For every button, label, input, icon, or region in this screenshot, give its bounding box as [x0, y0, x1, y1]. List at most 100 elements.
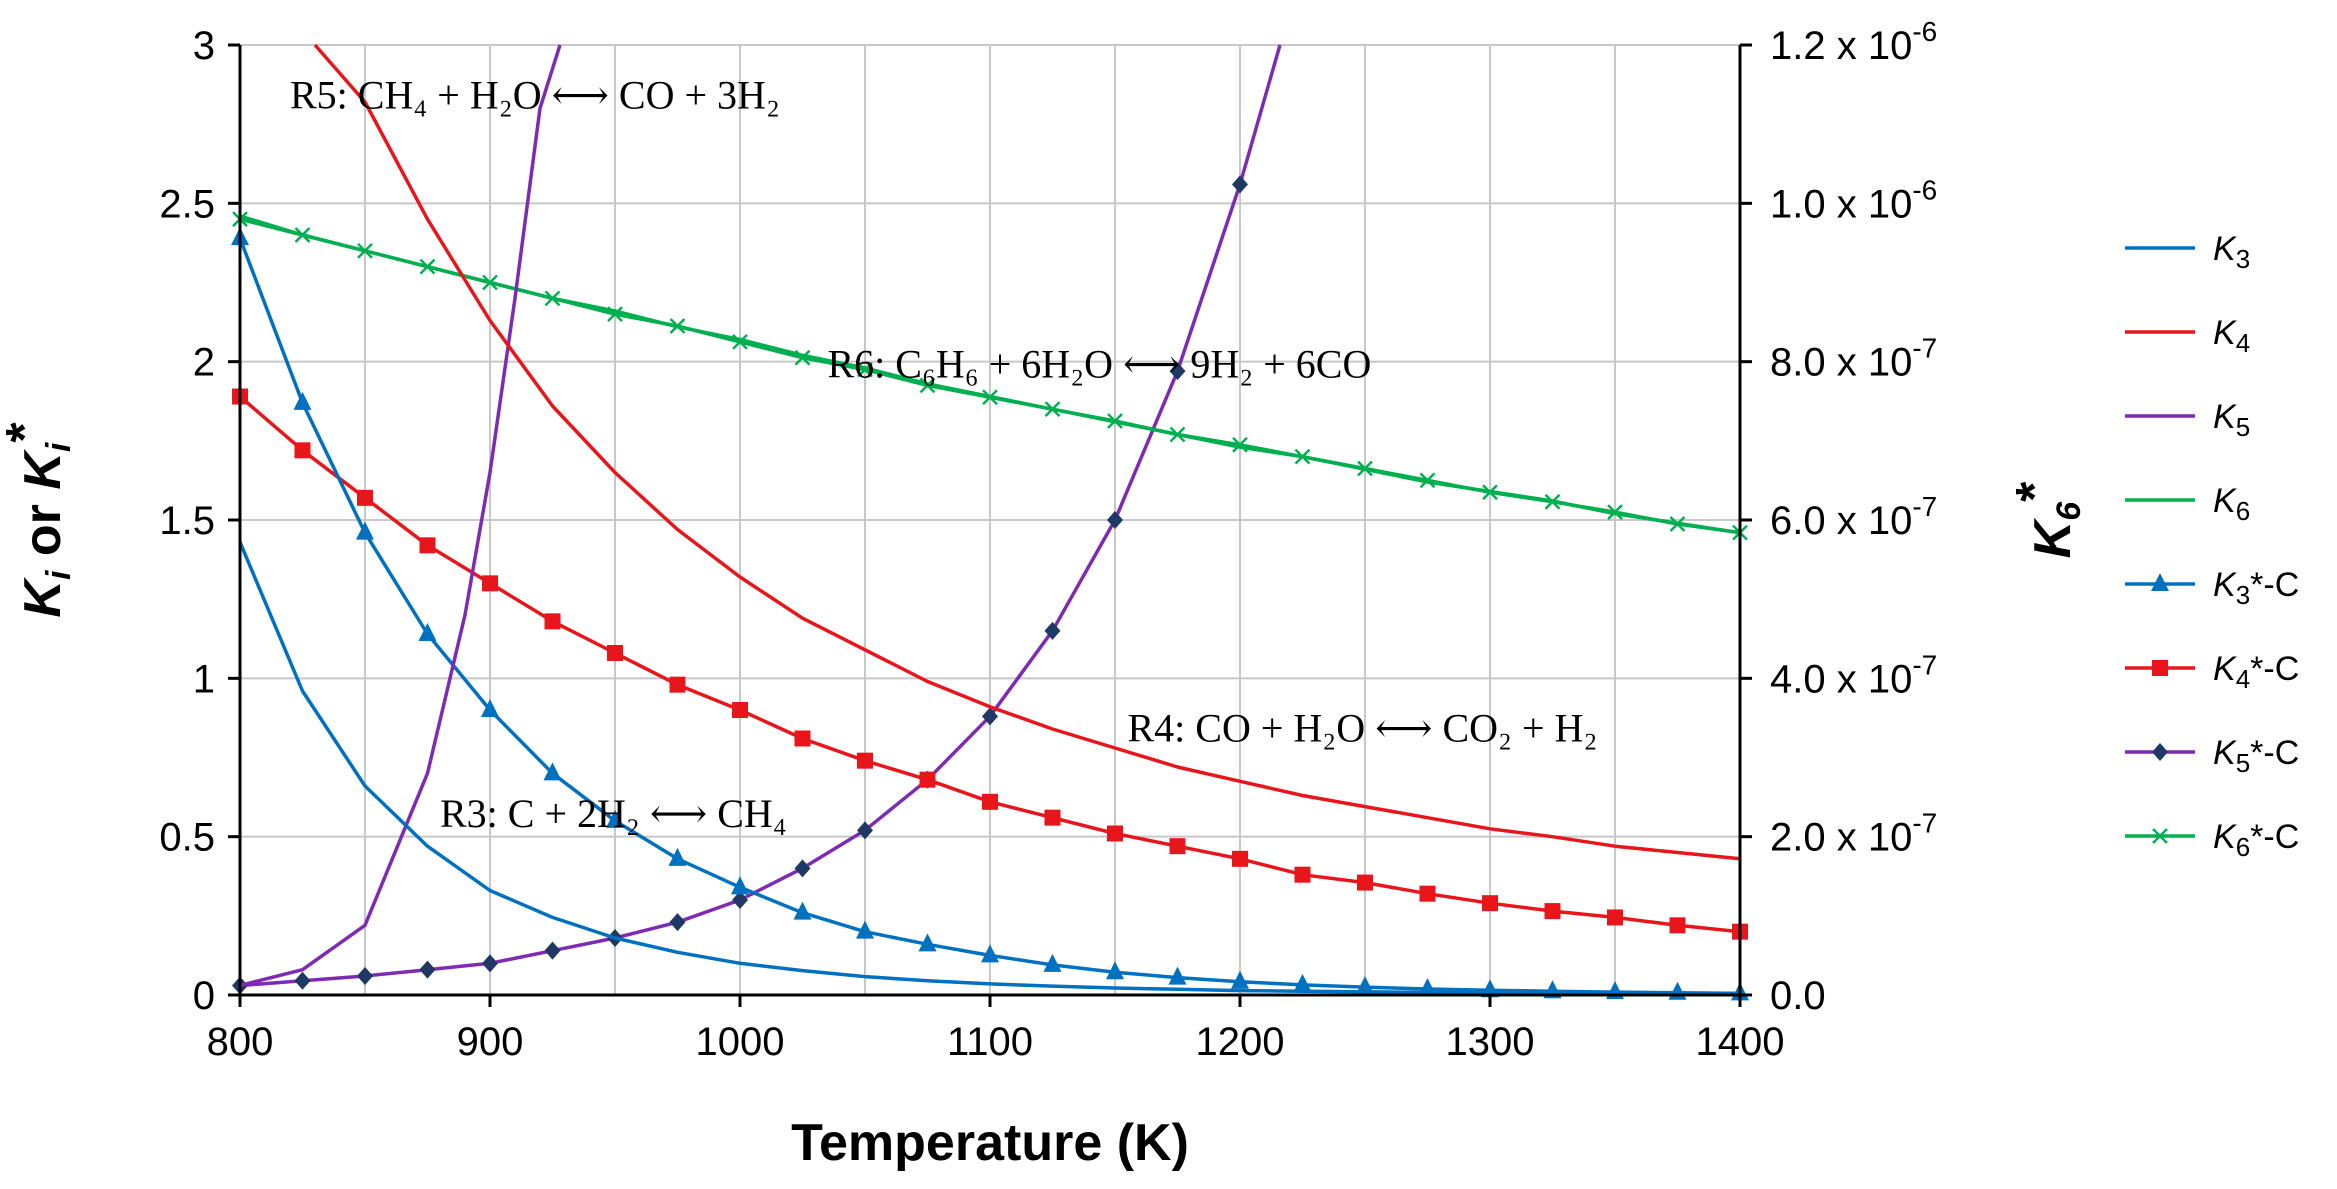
data-point-k5star-c: [1107, 511, 1123, 529]
annotation-r6: R6: C₆H₆ + 6H₂O ⟷ 9H₂ + 6CO: [828, 342, 1372, 387]
legend: K3 K4 K5 K6 K3*-C K4*-C K5*-C K6*-C: [2125, 230, 2299, 862]
series-line-k5star-c: [239, 44, 1282, 988]
data-point-k5star-c: [1044, 621, 1061, 640]
data-point-k3star-c: [418, 623, 437, 641]
y-tick-label: 3: [193, 24, 215, 68]
data-point-k3star-c: [1668, 981, 1687, 1000]
y2-axis-title: K6*: [2006, 481, 2088, 558]
data-point-k4star-c: [1294, 866, 1311, 883]
data-point-k4star-c: [419, 537, 436, 554]
data-point-k4star-c: [982, 793, 998, 810]
legend-item-k3: K3: [2125, 230, 2250, 274]
data-point-k4star-c: [1044, 809, 1061, 826]
legend-item-k5star-c: K5*-C: [2125, 734, 2299, 778]
data-point-k4star-c: [357, 489, 373, 506]
x-tick-label: 800: [207, 1020, 274, 1064]
ticks: 800 900 1000 1100 1200 1300 1400 0 0.5 1 1.5 2 2.5 3 0…: [159, 16, 1937, 1064]
legend-item-k4: K4: [2125, 314, 2250, 358]
y-tick-label: 1: [193, 657, 215, 701]
data-point-k3star-c: [356, 521, 374, 540]
y2-tick-label: 4.0 x 10-7: [1770, 649, 1937, 701]
x-tick-label: 1100: [947, 1020, 1033, 1064]
y2-tick-label: 8.0 x 10-7: [1770, 333, 1937, 385]
data-point-k5star-c: [982, 707, 998, 726]
legend-item-k4star-c: K4*-C: [2125, 650, 2299, 694]
y-axis-title: Ki or Ki*: [0, 422, 78, 618]
data-point-k5star-c: [357, 967, 373, 985]
x-tick-label: 1400: [1696, 1020, 1785, 1064]
data-point-k3star-c: [668, 847, 687, 866]
series-line-k3: [238, 541, 1740, 996]
legend-item-k3star-c: K3*-C: [2125, 566, 2299, 610]
data-point-k5star-c: [669, 913, 686, 932]
data-point-k5star-c: [1169, 362, 1186, 381]
x-tick-label: 1300: [1446, 1020, 1535, 1064]
y2-tick-label: 0.0: [1770, 974, 1826, 1018]
legend-label: K6: [2213, 482, 2250, 526]
data-point-k3star-c: [856, 920, 874, 939]
legend-label: K4: [2213, 314, 2250, 358]
series-k3: [238, 541, 1740, 996]
series-layer: [231, 43, 1749, 1001]
data-point-k3star-c: [1356, 976, 1374, 995]
data-point-k4star-c: [544, 613, 561, 630]
data-point-k4star-c: [919, 771, 936, 788]
x-tick-label: 900: [457, 1020, 524, 1064]
y2-tick-label: 2.0 x 10-7: [1770, 808, 1937, 860]
y-tick-label: 2: [193, 341, 215, 385]
data-point-k3star-c: [793, 901, 812, 920]
grid: [240, 44, 1740, 995]
data-point-k4star-c: [294, 442, 311, 459]
y-tick-label: 0.5: [159, 816, 215, 860]
legend-label: K3*-C: [2213, 566, 2299, 610]
data-point-k4star-c: [732, 702, 748, 718]
series-k5: [239, 44, 562, 988]
data-point-k3star-c: [1231, 970, 1249, 989]
data-point-k3star-c: [606, 809, 624, 828]
legend-marker: [2151, 573, 2169, 591]
data-point-k4star-c: [1482, 895, 1498, 912]
legend-label: K4*-C: [2213, 650, 2299, 694]
data-point-k3star-c: [481, 699, 499, 717]
data-point-k4star-c: [1419, 885, 1436, 902]
legend-item-k6star-c: K6*-C: [2125, 818, 2299, 862]
data-point-k5star-c: [732, 891, 748, 909]
data-point-k3star-c: [981, 944, 999, 963]
data-point-k4star-c: [1357, 874, 1373, 891]
data-point-k4star-c: [1169, 838, 1186, 855]
data-point-k3star-c: [1168, 966, 1187, 985]
y2-tick-label: 1.0 x 10-6: [1770, 174, 1937, 226]
annotation-r5: R5: CH₄ + H₂O ⟷ CO + 3H₂: [290, 72, 780, 117]
annotation-r3: R3: C + 2H₂ ⟷ CH₄: [440, 791, 787, 836]
data-point-k5star-c: [482, 954, 498, 973]
legend-label: K3: [2213, 230, 2250, 274]
y-tick-label: 0: [193, 974, 215, 1018]
y-tick-label: 1.5: [159, 499, 215, 543]
data-point-k4star-c: [1232, 850, 1248, 867]
series-line-k4: [313, 43, 1741, 861]
data-point-k5star-c: [419, 960, 436, 979]
data-point-k3star-c: [918, 933, 937, 952]
data-point-k4star-c: [669, 676, 686, 693]
legend-label: K5*-C: [2213, 734, 2299, 778]
data-point-k4star-c: [482, 575, 498, 592]
data-point-k4star-c: [857, 752, 873, 769]
y2-tick-label: 1.2 x 10-6: [1770, 16, 1937, 68]
data-point-k3star-c: [731, 876, 749, 895]
data-point-k3star-c: [543, 762, 562, 781]
data-point-k3star-c: [293, 391, 312, 410]
y2-tick-label: 6.0 x 10-7: [1770, 491, 1937, 543]
legend-marker: [2152, 660, 2168, 676]
legend-item-k5: K5: [2125, 398, 2250, 442]
x-tick-label: 1000: [696, 1020, 785, 1064]
legend-marker: [2152, 828, 2168, 844]
data-point-k4star-c: [1544, 903, 1561, 920]
data-point-k4star-c: [1107, 825, 1123, 842]
data-point-k4star-c: [794, 730, 811, 747]
data-point-k5star-c: [794, 859, 811, 878]
series-k4: [313, 43, 1741, 861]
x-tick-label: 1200: [1196, 1020, 1285, 1064]
series-line-k5: [239, 44, 562, 988]
series-k6: [239, 214, 1741, 535]
